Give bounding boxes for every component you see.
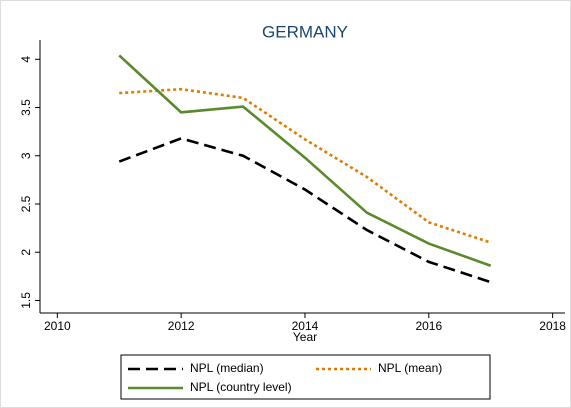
series-line — [118, 54, 492, 267]
y-tick-label: 3 — [19, 152, 33, 159]
y-tick-label: 2 — [19, 249, 33, 256]
legend-label: NPL (country level) — [190, 380, 292, 394]
x-tick-label: 2010 — [44, 319, 71, 333]
chart-title: GERMANY — [262, 22, 348, 41]
x-tick-label: 2018 — [539, 319, 566, 333]
y-tick-label: 2.5 — [19, 195, 33, 212]
legend-label: NPL (median) — [190, 361, 264, 375]
legend-label: NPL (mean) — [378, 361, 442, 375]
x-tick-label: 2016 — [415, 319, 442, 333]
series-line — [119, 87, 492, 244]
y-tick-label: 3.5 — [19, 99, 33, 116]
y-tick-label: 1.5 — [19, 292, 33, 309]
x-tick-label: 2012 — [168, 319, 195, 333]
legend-box — [120, 354, 491, 400]
y-tick-label: 4 — [19, 56, 33, 63]
x-tick-label: 2014 — [292, 319, 319, 333]
series-line — [118, 137, 492, 284]
x-axis-label: Year — [293, 330, 317, 344]
